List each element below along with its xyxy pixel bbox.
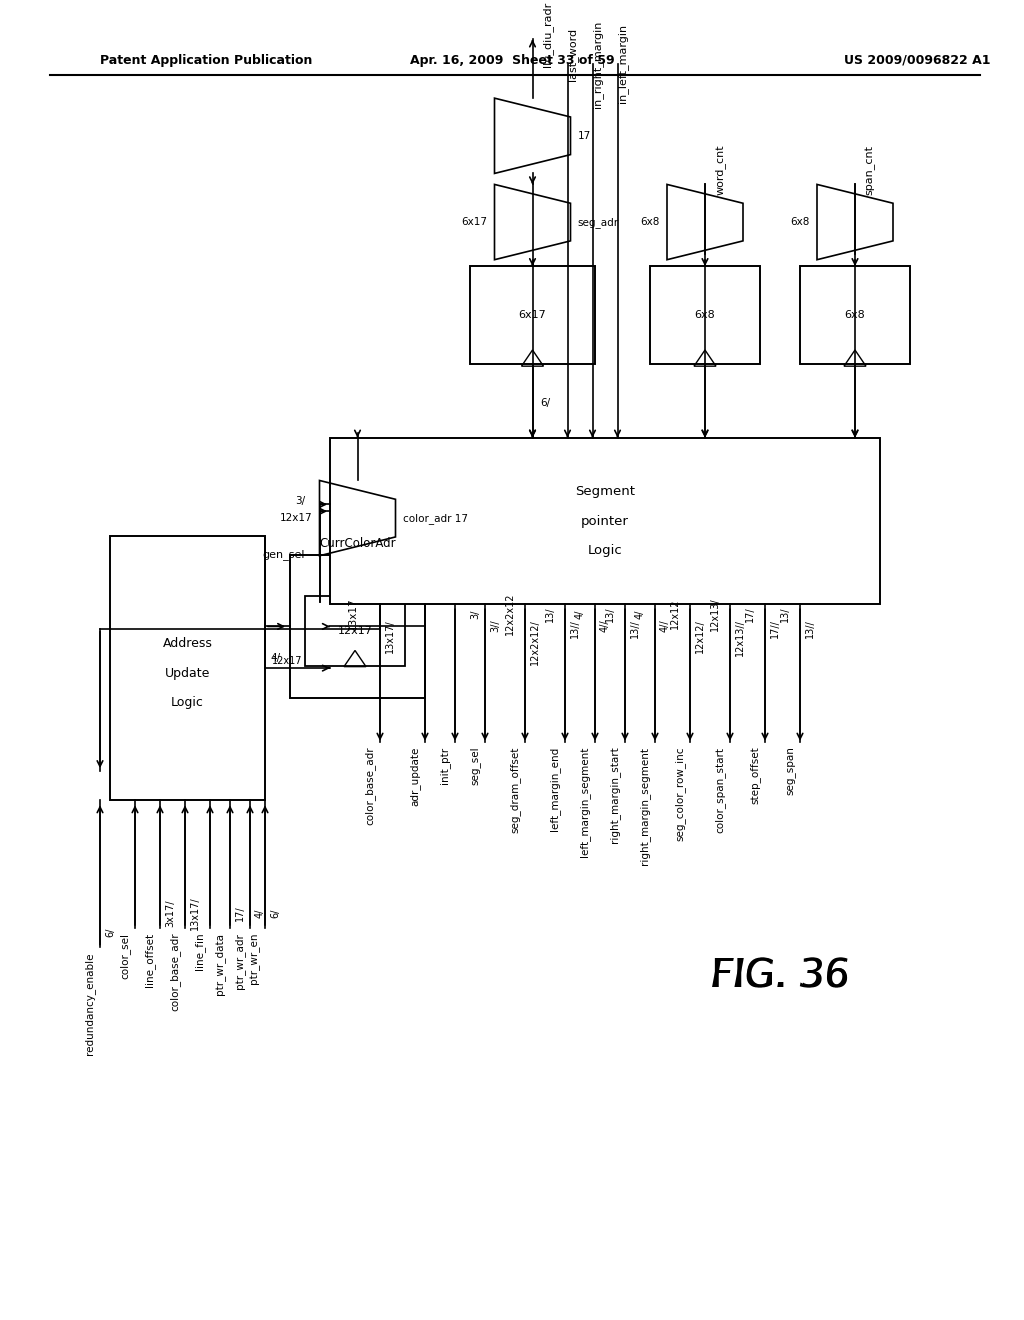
Text: word_cnt: word_cnt xyxy=(715,144,726,195)
Text: 4//: 4// xyxy=(660,619,670,632)
Text: FIG. 36: FIG. 36 xyxy=(711,958,849,995)
Text: 13/: 13/ xyxy=(605,606,615,622)
Text: right_margin_start: right_margin_start xyxy=(609,747,620,843)
Text: 12x17: 12x17 xyxy=(280,513,312,523)
Text: seg_color_row_inc: seg_color_row_inc xyxy=(674,747,685,841)
Bar xyxy=(290,556,425,697)
Text: 4/: 4/ xyxy=(575,610,585,619)
Text: 17/: 17/ xyxy=(234,906,245,921)
Text: right_margin_segment: right_margin_segment xyxy=(639,747,650,865)
Text: seg_span: seg_span xyxy=(785,747,795,796)
Text: line_fin: line_fin xyxy=(195,933,205,970)
Text: Logic: Logic xyxy=(171,696,204,709)
Text: US 2009/0096822 A1: US 2009/0096822 A1 xyxy=(844,54,990,67)
Text: redundancy_enable: redundancy_enable xyxy=(84,953,95,1055)
Text: llu_diu_radr: llu_diu_radr xyxy=(543,1,553,67)
Text: pointer: pointer xyxy=(581,515,629,528)
Bar xyxy=(110,536,265,800)
Bar xyxy=(800,267,910,364)
Text: span_cnt: span_cnt xyxy=(865,145,876,195)
Text: in_right_margin: in_right_margin xyxy=(593,20,603,107)
Text: 4/: 4/ xyxy=(255,908,265,917)
Text: seg_sel: seg_sel xyxy=(469,747,480,785)
Text: gen_sel: gen_sel xyxy=(262,549,305,560)
Text: in_left_margin: in_left_margin xyxy=(617,24,629,103)
Text: 6x8: 6x8 xyxy=(641,216,660,227)
Text: Patent Application Publication: Patent Application Publication xyxy=(100,54,312,67)
Text: 13//: 13// xyxy=(570,619,580,638)
Text: color_base_adr: color_base_adr xyxy=(169,933,180,1011)
Text: 12x13//: 12x13// xyxy=(735,619,745,656)
Text: 3/: 3/ xyxy=(470,610,480,619)
Text: 4//: 4// xyxy=(600,619,610,632)
Text: 3/: 3/ xyxy=(295,496,305,507)
Text: 12x2x12: 12x2x12 xyxy=(505,593,515,635)
Text: 6x8: 6x8 xyxy=(791,216,810,227)
Text: 17/: 17/ xyxy=(745,606,755,622)
Text: last_word: last_word xyxy=(567,28,579,81)
Text: 3//: 3// xyxy=(490,619,500,632)
Text: 12x13/: 12x13/ xyxy=(710,598,720,631)
Text: left_margin_end: left_margin_end xyxy=(549,747,560,830)
Text: color_sel: color_sel xyxy=(119,933,130,979)
Text: 13//: 13// xyxy=(630,619,640,638)
Text: 13/: 13/ xyxy=(780,606,790,622)
Bar xyxy=(330,438,880,605)
Bar xyxy=(650,267,760,364)
Text: ptr_wr_adr: ptr_wr_adr xyxy=(234,933,245,989)
Text: color_base_adr: color_base_adr xyxy=(365,747,375,825)
Text: 17//: 17// xyxy=(770,619,780,638)
Text: 12x12/: 12x12/ xyxy=(695,619,705,653)
Text: 12x17: 12x17 xyxy=(272,656,302,667)
Text: color_span_start: color_span_start xyxy=(714,747,725,833)
Text: 6x17: 6x17 xyxy=(462,216,487,227)
Text: 12x2x12/: 12x2x12/ xyxy=(530,619,540,665)
Bar xyxy=(470,267,595,364)
Text: Logic: Logic xyxy=(588,544,623,557)
Bar xyxy=(305,595,406,667)
Text: line_offset: line_offset xyxy=(144,933,155,987)
Text: Update: Update xyxy=(165,667,210,680)
Text: 6x17: 6x17 xyxy=(518,310,547,321)
Text: seg_dram_offset: seg_dram_offset xyxy=(509,747,520,833)
Text: 4/: 4/ xyxy=(635,610,645,619)
Text: 17: 17 xyxy=(578,131,591,141)
Text: 4/: 4/ xyxy=(270,653,281,663)
Text: 6/: 6/ xyxy=(105,928,115,937)
Text: 3x17/: 3x17/ xyxy=(165,899,175,927)
Text: 6/: 6/ xyxy=(270,908,280,917)
Text: left_margin_segment: left_margin_segment xyxy=(580,747,590,857)
Text: ptr_wr_data: ptr_wr_data xyxy=(214,933,225,995)
Text: 13x17/: 13x17/ xyxy=(385,619,395,652)
Text: 6x8: 6x8 xyxy=(845,310,865,321)
Text: 6/: 6/ xyxy=(541,399,551,408)
Text: 13x17/: 13x17/ xyxy=(190,896,200,931)
Text: color_adr 17: color_adr 17 xyxy=(402,512,468,524)
Text: 13//: 13// xyxy=(805,619,815,638)
Text: 13/: 13/ xyxy=(545,606,555,622)
Text: step_offset: step_offset xyxy=(750,747,760,804)
Text: 12x17: 12x17 xyxy=(338,626,373,636)
Text: init_ptr: init_ptr xyxy=(439,747,450,784)
Text: ptr_wr_en: ptr_wr_en xyxy=(250,933,260,985)
Text: adr_update: adr_update xyxy=(410,747,420,807)
Text: Apr. 16, 2009  Sheet 33 of 59: Apr. 16, 2009 Sheet 33 of 59 xyxy=(410,54,614,67)
Text: CurrColorAdr: CurrColorAdr xyxy=(319,537,396,550)
Text: Segment: Segment xyxy=(575,486,635,498)
Text: seg_adr: seg_adr xyxy=(578,216,618,227)
Text: Address: Address xyxy=(163,638,212,649)
Text: 13x17: 13x17 xyxy=(348,598,358,631)
Text: 6x8: 6x8 xyxy=(694,310,716,321)
Text: FIG. 36: FIG. 36 xyxy=(711,958,849,995)
Text: 12x12: 12x12 xyxy=(670,599,680,630)
